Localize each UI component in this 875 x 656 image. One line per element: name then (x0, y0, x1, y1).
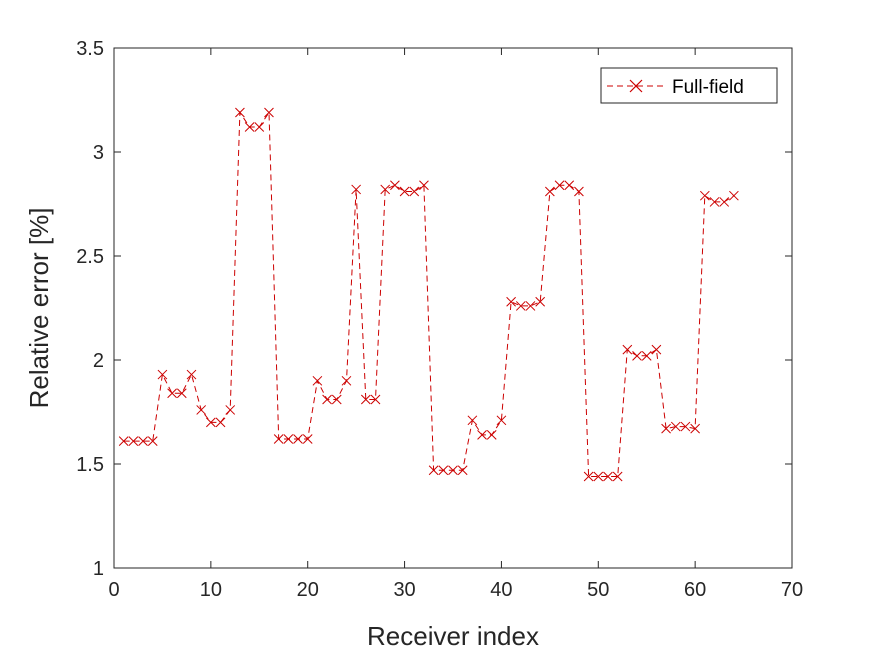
data-point (603, 471, 613, 482)
data-point (457, 465, 468, 476)
data-point (312, 375, 323, 386)
data-point (593, 471, 604, 482)
data-point (622, 344, 633, 355)
data-point (399, 186, 410, 197)
data-point (196, 405, 207, 415)
data-point (244, 122, 255, 132)
data-point (477, 430, 487, 440)
data-point (302, 434, 313, 444)
plot-area (113, 47, 793, 569)
y-tick-label: 3 (93, 142, 104, 164)
data-point (496, 415, 507, 426)
data-point (438, 465, 449, 476)
x-tick-label: 70 (781, 579, 803, 601)
data-point (428, 465, 439, 476)
data-point (390, 180, 400, 191)
data-point (641, 350, 652, 361)
data-point (525, 301, 536, 311)
data-point (225, 405, 236, 415)
data-point (283, 434, 294, 444)
data-point (380, 184, 391, 195)
x-tick-label: 50 (587, 579, 609, 601)
y-tick-label: 1.5 (76, 454, 104, 476)
data-point (254, 122, 265, 132)
data-point (661, 423, 671, 434)
data-point (719, 197, 730, 207)
data-point (690, 423, 700, 434)
series-line-0 (123, 110, 735, 477)
data-point (138, 436, 148, 446)
data-point (535, 296, 546, 307)
x-tick-label: 10 (200, 579, 222, 601)
data-point (632, 350, 642, 361)
data-point (157, 369, 168, 380)
data-point (709, 197, 720, 207)
data-point (409, 186, 420, 197)
data-point (574, 186, 584, 197)
data-point (176, 388, 187, 399)
data-point (351, 184, 361, 195)
x-tick-label: 40 (490, 579, 512, 601)
data-point (322, 394, 332, 405)
data-point (651, 344, 662, 355)
legend-box (600, 67, 778, 104)
x-axis-ticks: 0 10 20 30 40 50 60 70 (108, 48, 803, 601)
y-tick-label: 2.5 (76, 246, 104, 268)
data-point (147, 436, 158, 446)
data-point (729, 190, 739, 201)
data-point (206, 417, 216, 428)
data-point (680, 421, 691, 432)
y-axis-ticks: 1 1.5 2 2.5 3 3.5 (76, 38, 792, 580)
data-point (360, 394, 371, 405)
data-point (699, 190, 710, 201)
x-axis-label: Receiver index (367, 621, 539, 651)
data-point (506, 296, 516, 307)
data-point (486, 430, 497, 440)
data-point (583, 471, 594, 482)
data-point (448, 465, 458, 476)
x-tick-label: 30 (393, 579, 415, 601)
data-point (235, 107, 245, 118)
data-point (341, 375, 352, 386)
x-tick-label: 0 (108, 579, 119, 601)
data-point (118, 436, 129, 446)
legend: Full-field (600, 67, 778, 104)
y-tick-label: 1 (93, 558, 104, 580)
data-point (467, 415, 478, 426)
series-layer (118, 107, 739, 482)
data-point (419, 180, 429, 191)
data-point (564, 180, 575, 191)
x-tick-label: 60 (684, 579, 706, 601)
data-point (331, 394, 342, 405)
y-tick-label: 3.5 (76, 38, 104, 60)
data-point (273, 434, 284, 444)
data-point (128, 436, 139, 446)
data-point (515, 301, 526, 311)
data-point (186, 369, 197, 380)
legend-label: Full-field (672, 77, 744, 98)
x-tick-label: 20 (297, 579, 319, 601)
y-tick-label: 2 (93, 350, 104, 372)
data-point (670, 421, 681, 432)
data-point (293, 434, 303, 444)
data-point (545, 186, 555, 197)
data-point (264, 107, 274, 118)
legend-marker (629, 79, 643, 93)
y-axis-label: Relative error [%] (24, 208, 54, 409)
data-point (554, 180, 565, 191)
data-point (167, 388, 177, 399)
data-point (612, 471, 623, 482)
data-point (215, 417, 226, 428)
data-point (370, 394, 381, 405)
